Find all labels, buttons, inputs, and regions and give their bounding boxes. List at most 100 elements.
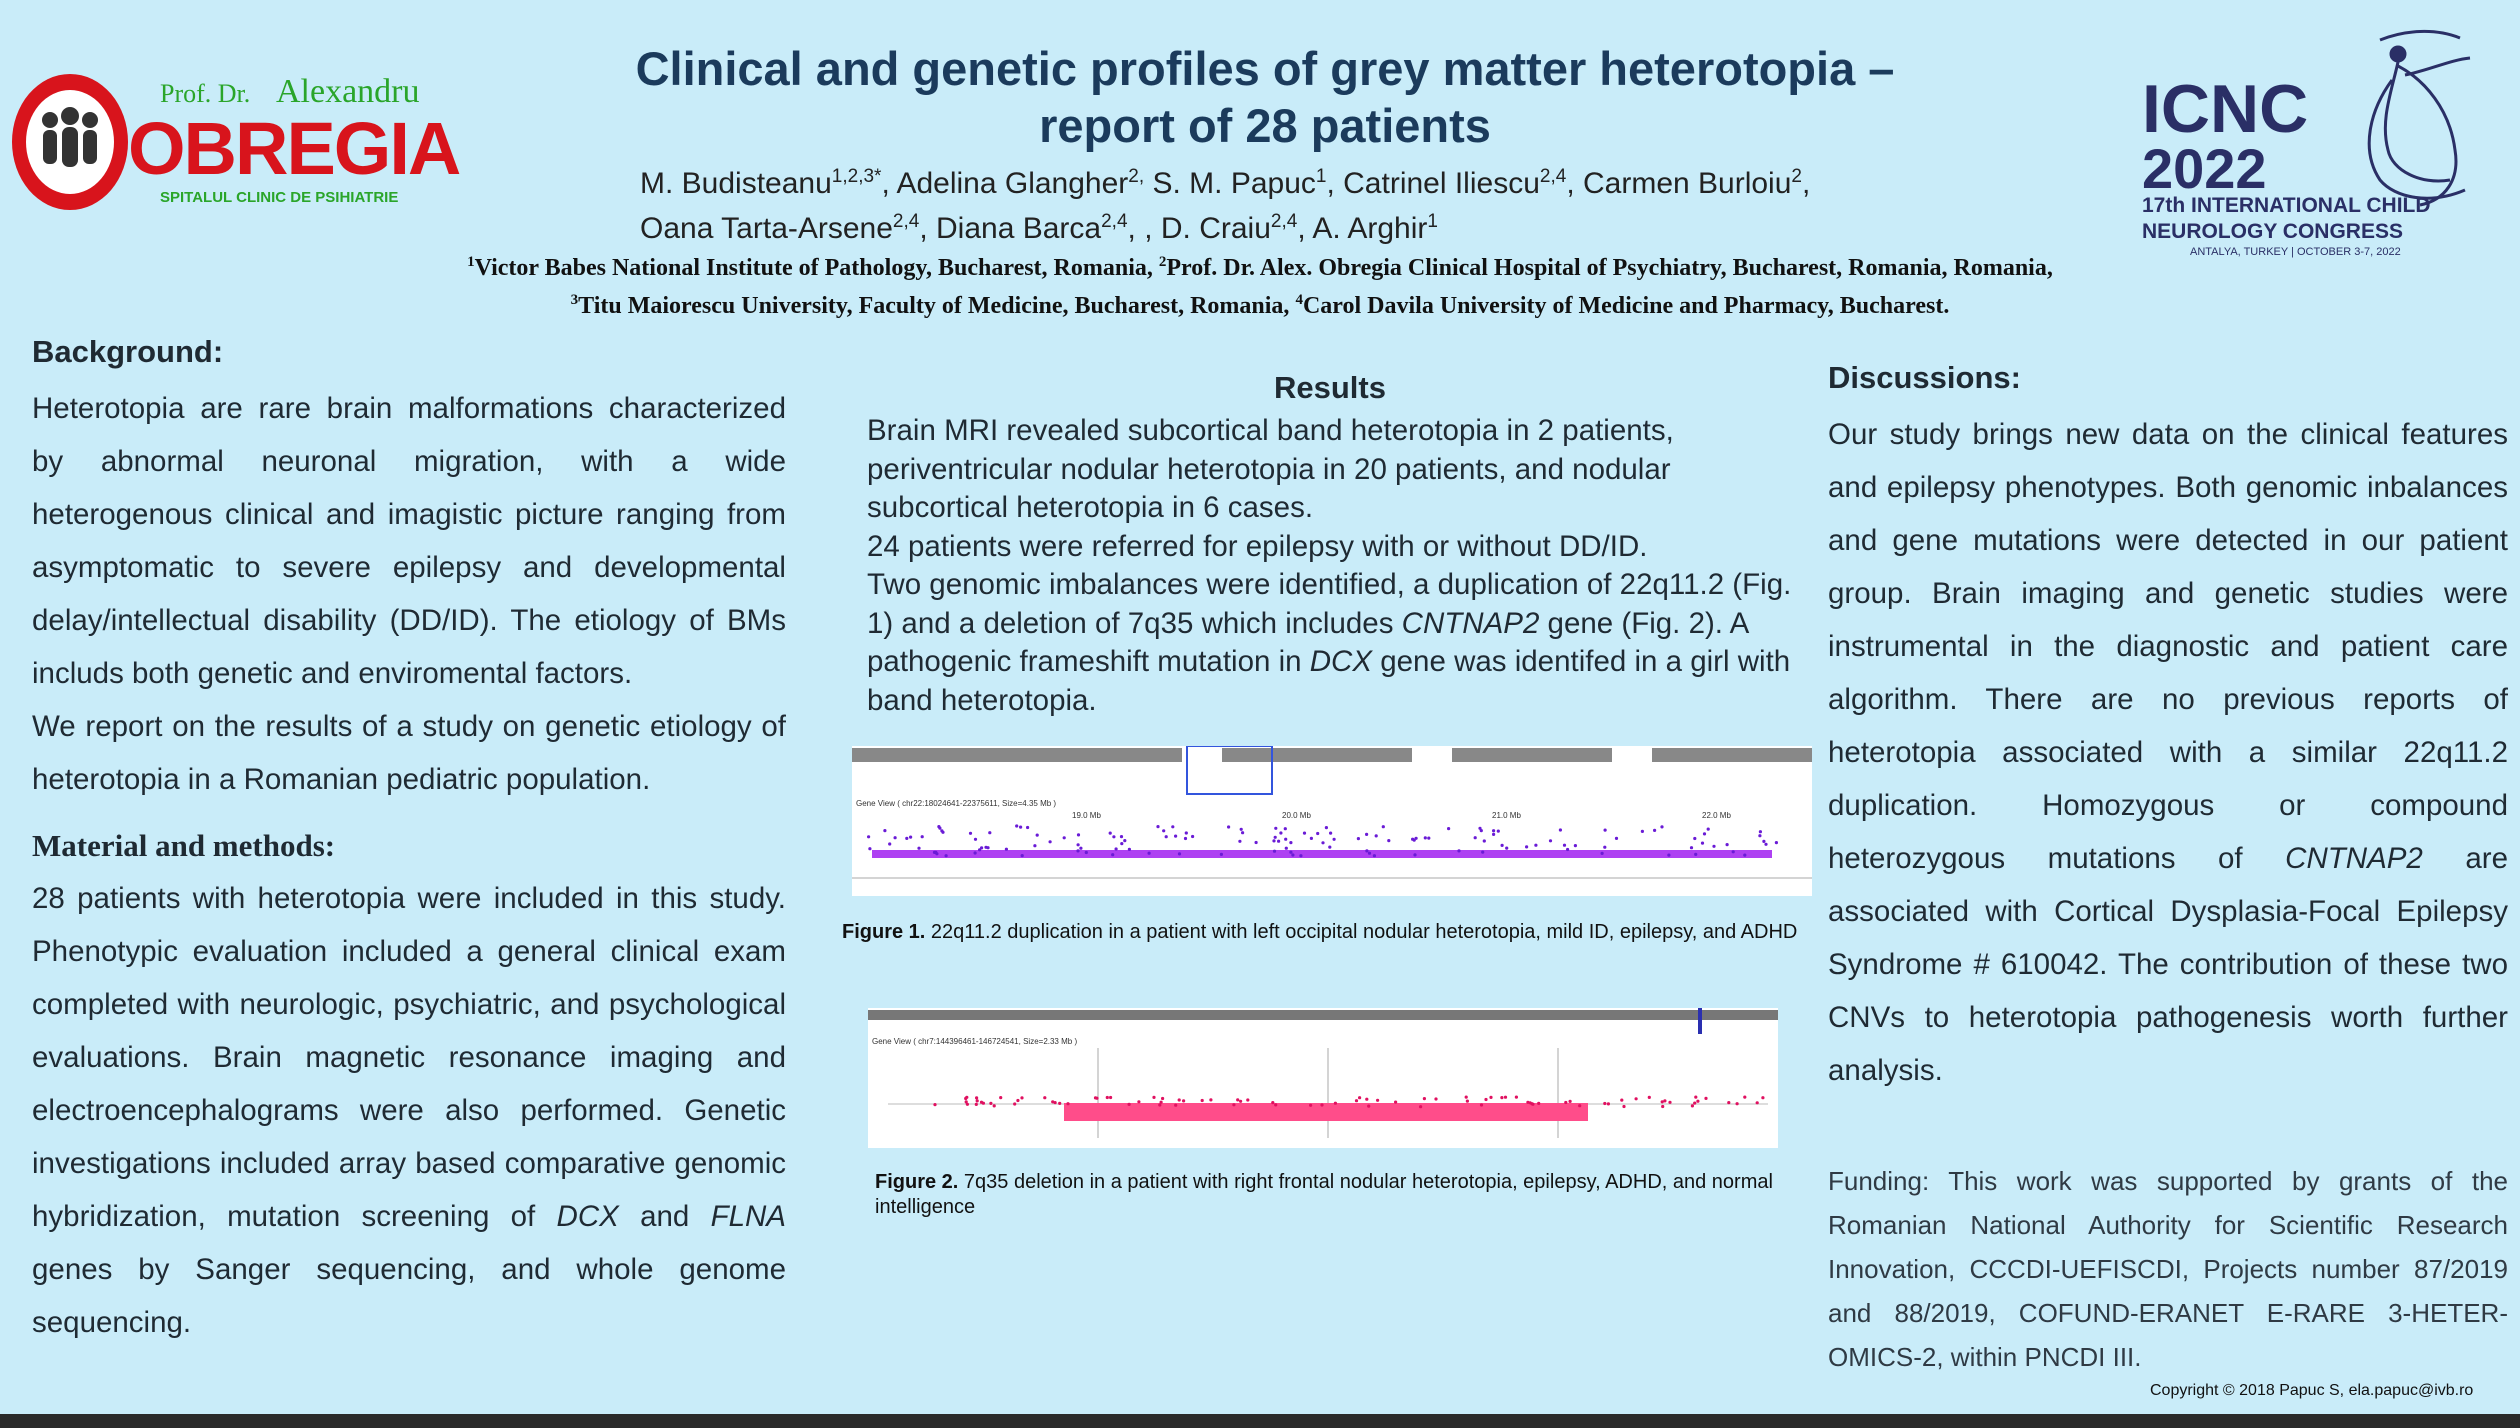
probe-dot	[1500, 843, 1504, 847]
probe-dot	[909, 835, 913, 839]
probe-dot	[1062, 836, 1066, 840]
probe-dot	[1374, 834, 1378, 838]
icnc-logo: ICNC 2022 17th INTERNATIONAL CHILD NEURO…	[2142, 30, 2471, 258]
probe-dot	[1274, 826, 1278, 830]
fig2-view-title: Gene View ( chr7:144396461-146724541, Si…	[872, 1037, 1077, 1046]
probe-dot	[1184, 831, 1188, 835]
probe-dot	[1016, 1098, 1020, 1103]
probe-dot	[1365, 832, 1369, 836]
probe-dot	[1158, 1103, 1162, 1107]
probe-dot	[1689, 846, 1694, 850]
affiliation-text: Prof. Dr. Alex. Obregia Clinical Hospita…	[1166, 255, 2053, 281]
figure-1-caption-text: 22q11.2 duplication in a patient with le…	[925, 921, 1798, 943]
probe-dot	[1058, 1101, 1062, 1105]
probe-dot	[1161, 1096, 1165, 1101]
probe-dot	[1660, 825, 1664, 829]
probe-dot	[1354, 1099, 1359, 1103]
discussions-paragraph: Our study brings new data on the clinica…	[1828, 408, 2508, 1097]
probe-dot	[1109, 1095, 1113, 1100]
probe-dot	[1663, 1099, 1667, 1103]
figure-1-image: Gene View ( chr22:18024641-22375611, Siz…	[852, 746, 1812, 896]
probe-dot	[999, 1096, 1003, 1100]
icnc-text: ICNC	[2142, 71, 2308, 147]
obregia-logo: Prof. Dr. Alexandru OBREGIA SPITALUL CLI…	[12, 73, 462, 210]
probe-dot	[1614, 836, 1619, 840]
probe-dot	[1603, 845, 1607, 849]
probe-dot	[1514, 1095, 1518, 1099]
fig1-tick-1: 19.0 Mb	[1072, 811, 1101, 820]
probe-dot	[1127, 1102, 1131, 1106]
probe-dot	[1271, 1101, 1275, 1105]
probe-dot	[1174, 1103, 1178, 1107]
discussions-text-a: Our study brings new data on the clinica…	[1828, 418, 2508, 875]
probe-dot	[1479, 1103, 1484, 1107]
probe-dot	[1531, 1102, 1535, 1106]
affiliation-text: Titu Maiorescu University, Faculty of Me…	[578, 293, 1296, 319]
probe-dot	[1634, 1097, 1638, 1101]
probe-dot	[1013, 1102, 1017, 1106]
probe-dot	[1164, 835, 1168, 839]
author-name: , Diana Barca	[919, 212, 1102, 245]
author-name: , Adelina Glangher	[881, 167, 1129, 200]
probe-dot	[933, 1103, 937, 1107]
probe-dot	[1358, 1096, 1362, 1100]
probe-dot	[1653, 828, 1657, 832]
probe-dot	[1241, 831, 1245, 835]
probe-dot	[1177, 852, 1182, 856]
probe-dot	[1279, 831, 1283, 835]
affiliation-sup: 4	[1295, 292, 1303, 308]
authors: M. Budisteanu1,2,3*, Adelina Glangher2, …	[640, 158, 2000, 248]
probe-dot	[883, 829, 887, 833]
probe-dot	[1578, 1104, 1582, 1108]
probe-dot	[1503, 1095, 1508, 1099]
fig1-tick-3: 21.0 Mb	[1492, 811, 1521, 820]
probe-dot	[1119, 835, 1124, 839]
figure-1-label: Figure 1.	[842, 921, 926, 943]
probe-dot	[1758, 830, 1762, 834]
discussions-text-b: are associated with Cortical Dysplasia-F…	[1828, 842, 2508, 1087]
probe-dot	[1033, 844, 1037, 848]
probe-dot	[1111, 853, 1115, 857]
probe-dot	[868, 847, 872, 851]
probe-dot	[984, 845, 988, 849]
probe-dot	[1427, 836, 1431, 840]
probe-dot	[1496, 829, 1500, 833]
probe-dot	[1505, 846, 1509, 850]
probe-dot	[1162, 829, 1166, 833]
middle-column: Results Brain MRI revealed subcortical b…	[845, 370, 1815, 720]
probe-dot	[1600, 851, 1604, 855]
probe-dot	[1004, 847, 1008, 851]
fig1-tick-4: 22.0 Mb	[1702, 811, 1731, 820]
background-paragraph-1: Heterotopia are rare brain malformations…	[32, 392, 786, 690]
probe-dot	[1465, 1099, 1469, 1103]
probe-dot	[1492, 832, 1496, 836]
probe-dot	[964, 1100, 968, 1104]
fig1-selection-box	[1186, 746, 1273, 795]
probe-dot	[1492, 829, 1496, 833]
probe-dot	[1137, 1100, 1141, 1104]
fig1-band-light-1	[1182, 748, 1222, 762]
probe-dot	[1365, 1097, 1369, 1101]
probe-dot	[1413, 853, 1417, 857]
probe-dot	[1640, 829, 1644, 833]
probe-dot	[1152, 1095, 1156, 1099]
probe-dot	[1667, 853, 1671, 857]
probe-dot	[1489, 1095, 1493, 1099]
probe-dot	[1526, 1100, 1530, 1104]
figure-2-image: Gene View ( chr7:144396461-146724541, Si…	[868, 1008, 1778, 1148]
probe-dot	[1236, 1098, 1240, 1102]
fig1-background	[852, 746, 1812, 896]
probe-dot	[944, 854, 948, 858]
fig1-chromosome-band	[852, 748, 1812, 762]
probe-dot	[1273, 835, 1277, 839]
authors-line2: Oana Tarta-Arsene2,4, Diana Barca2,4, , …	[640, 203, 2000, 248]
results-paragraph-2: 24 patients were referred for epilepsy w…	[867, 529, 1648, 563]
probe-dot	[1727, 1101, 1731, 1105]
probe-dot	[1076, 833, 1081, 837]
fig2-background	[868, 1008, 1778, 1148]
icnc-congress-line2: NEUROLOGY CONGRESS	[2142, 220, 2403, 243]
probe-dot	[1479, 829, 1483, 833]
probe-dot	[992, 1104, 996, 1108]
author-sup: 2	[1791, 166, 1802, 187]
author-name: S. M. Papuc	[1144, 167, 1316, 200]
